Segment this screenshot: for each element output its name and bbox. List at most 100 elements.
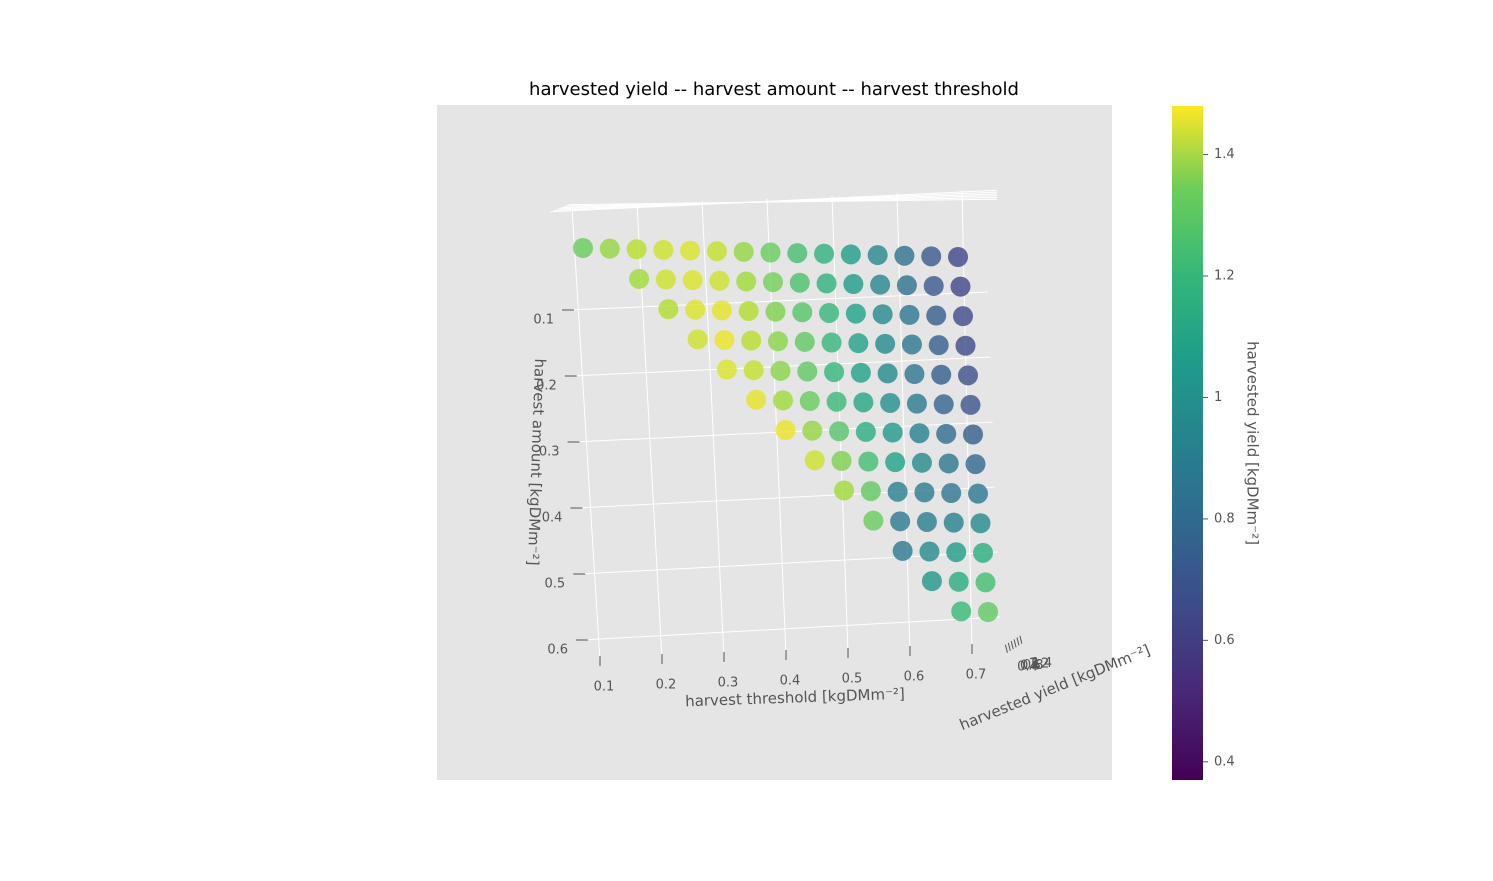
y-tick-label: 0.4 [542,511,563,526]
point [867,245,888,266]
point [685,299,706,320]
point [792,302,813,323]
grid-line [896,192,911,653]
point [968,483,988,504]
z-tick-label: 0.8 [1023,658,1044,673]
point [896,275,917,296]
point [958,365,978,386]
point [816,273,837,294]
x-tick-label: 0.5 [842,672,863,687]
point [629,268,650,289]
point [711,300,732,321]
z-tick [1004,644,1008,653]
point [770,360,791,381]
point [850,362,871,383]
z-tick-label: 1.4 [1032,656,1053,671]
point [763,272,783,293]
point [826,391,847,412]
point [933,394,954,415]
point [626,239,647,260]
point [911,452,932,473]
point [775,420,796,440]
z-tick [1019,635,1023,644]
point [682,270,703,291]
z-tick [1013,639,1017,648]
grid-line [961,190,973,651]
point [970,513,991,534]
point [950,276,971,297]
point [709,270,730,291]
point [965,454,986,475]
point [736,271,757,292]
point [860,481,881,502]
point [716,359,737,380]
colorbar-tick-label: 0.8 [1214,511,1235,526]
point [821,332,842,353]
point [599,238,620,259]
point [834,480,855,501]
x-tick-label: 0.6 [904,670,925,685]
point [919,541,940,562]
point [882,422,903,443]
point [953,306,973,327]
point [814,243,835,264]
point [885,452,906,473]
y-tick-label: 0.3 [539,445,560,460]
point [951,601,972,622]
point [714,329,735,350]
z-tick [1007,642,1011,652]
point [923,275,944,296]
point [921,571,942,592]
point [768,331,788,352]
point [819,302,840,323]
point [799,391,820,412]
point [914,482,935,503]
point [943,512,964,533]
point [892,540,913,561]
point [877,363,898,384]
y-tick-label: 0.2 [536,379,557,394]
point [872,304,893,325]
z-tick [1016,637,1020,646]
point [804,450,825,471]
x-tick-label: 0.2 [656,678,677,693]
point [831,450,852,471]
point [863,510,884,531]
x-tick-label: 0.3 [718,676,739,691]
chart-title: harvested yield -- harvest amount -- har… [529,79,1019,100]
point [948,571,969,592]
point [733,241,754,262]
colorbar-tick-label: 1.2 [1214,269,1235,284]
point [658,299,679,320]
grid-line [568,198,998,206]
point [963,424,983,445]
point [829,421,850,442]
point [741,330,762,351]
point [936,423,957,444]
point [899,304,920,325]
colorbar-tick-label: 1.4 [1214,147,1235,162]
point [787,243,808,264]
point [680,240,701,261]
point [797,361,818,382]
point [653,239,674,260]
y-tick-label: 0.6 [547,643,568,658]
point [840,244,861,265]
point [978,602,998,622]
point [960,394,981,415]
point [855,421,876,442]
point [573,238,593,258]
point [926,305,947,326]
point [843,274,864,295]
x-tick-label: 0.4 [780,674,801,689]
point [916,511,937,532]
point [773,390,793,411]
point [870,274,891,295]
point [938,453,959,474]
point [904,364,925,385]
grid-line [571,206,601,663]
point [941,483,962,504]
colorbar-tick-label: 0.6 [1214,633,1235,648]
point [743,360,764,381]
point [906,393,927,414]
